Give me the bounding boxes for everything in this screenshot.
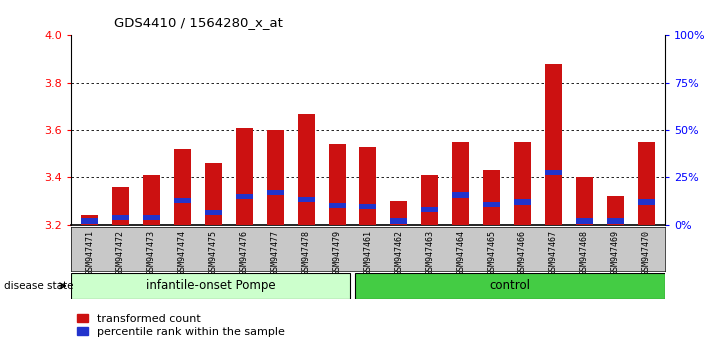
Bar [514, 199, 531, 205]
Text: GSM947473: GSM947473 [147, 230, 156, 275]
Bar [298, 197, 314, 202]
Bar [236, 194, 253, 199]
Text: GSM947472: GSM947472 [116, 230, 125, 275]
Text: GSM947475: GSM947475 [209, 230, 218, 275]
Bar [576, 177, 593, 225]
Bar [267, 130, 284, 225]
Bar [328, 203, 346, 208]
Bar [360, 204, 376, 210]
Bar [112, 215, 129, 220]
Bar [174, 198, 191, 204]
Bar [81, 215, 98, 225]
Bar [267, 190, 284, 195]
Bar [422, 175, 438, 225]
Bar [143, 175, 160, 225]
Bar [328, 144, 346, 225]
Text: GSM947463: GSM947463 [425, 230, 434, 275]
Text: GSM947470: GSM947470 [642, 230, 651, 275]
Text: GSM947462: GSM947462 [395, 230, 403, 275]
Bar [545, 170, 562, 175]
Bar [71, 273, 350, 299]
Bar [355, 273, 665, 299]
Text: GSM947474: GSM947474 [178, 230, 187, 275]
Bar [514, 142, 531, 225]
Text: GSM947478: GSM947478 [301, 230, 311, 275]
Bar [638, 142, 655, 225]
Bar [452, 142, 469, 225]
Text: GSM947465: GSM947465 [487, 230, 496, 275]
Text: GSM947479: GSM947479 [333, 230, 341, 275]
Text: GSM947467: GSM947467 [549, 230, 558, 275]
Bar [422, 207, 438, 212]
Text: GSM947469: GSM947469 [611, 230, 620, 275]
Bar [452, 192, 469, 198]
Bar [112, 187, 129, 225]
Bar [360, 147, 376, 225]
Text: GSM947471: GSM947471 [85, 230, 94, 275]
Bar [606, 196, 624, 225]
Text: GSM947466: GSM947466 [518, 230, 527, 275]
Bar [236, 128, 253, 225]
Text: GSM947461: GSM947461 [363, 230, 373, 275]
Bar [483, 202, 500, 207]
Bar [205, 210, 222, 215]
Bar [606, 218, 624, 224]
Bar [390, 201, 407, 225]
Bar [143, 215, 160, 220]
Text: control: control [489, 279, 530, 292]
Text: GDS4410 / 1564280_x_at: GDS4410 / 1564280_x_at [114, 16, 283, 29]
Bar [174, 149, 191, 225]
Text: infantile-onset Pompe: infantile-onset Pompe [146, 279, 275, 292]
Bar [638, 199, 655, 205]
Bar [81, 218, 98, 224]
Bar [390, 218, 407, 224]
Text: GSM947477: GSM947477 [271, 230, 279, 275]
Bar [298, 114, 314, 225]
Text: GSM947468: GSM947468 [580, 230, 589, 275]
Bar [545, 64, 562, 225]
Bar [576, 218, 593, 224]
Bar [483, 170, 500, 225]
Text: disease state: disease state [4, 281, 73, 291]
Legend: transformed count, percentile rank within the sample: transformed count, percentile rank withi… [77, 314, 284, 337]
Bar [205, 163, 222, 225]
Text: GSM947464: GSM947464 [456, 230, 465, 275]
Text: GSM947476: GSM947476 [240, 230, 249, 275]
